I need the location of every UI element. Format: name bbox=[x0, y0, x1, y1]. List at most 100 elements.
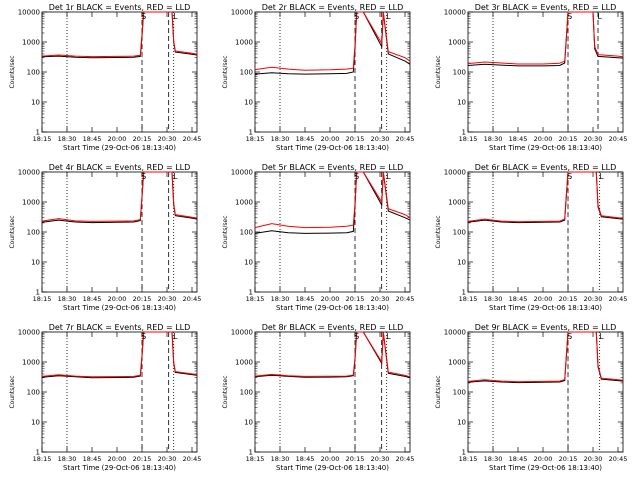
marker-s: S bbox=[567, 172, 572, 181]
y-tick-label: 1000 bbox=[235, 199, 253, 207]
y-tick-label: 1 bbox=[462, 289, 466, 297]
y-tick-label: 10 bbox=[457, 259, 466, 267]
x-tick-label: 18:30 bbox=[484, 455, 503, 463]
x-tick-label: 18:30 bbox=[271, 135, 290, 143]
x-tick-label: 18:15 bbox=[33, 135, 52, 143]
panel-title: Det 3r BLACK = Events, RED = LLD bbox=[475, 3, 617, 12]
x-axis-label: Start Time (29-Oct-06 18:13:40) bbox=[276, 464, 389, 472]
series-lld bbox=[467, 331, 624, 383]
x-tick-label: 18:45 bbox=[296, 295, 315, 303]
x-tick-label: 20:00 bbox=[108, 135, 127, 143]
x-tick-label: 20:45 bbox=[396, 295, 415, 303]
marker-l: L bbox=[173, 12, 178, 21]
y-tick-label: 1 bbox=[462, 129, 466, 137]
panel-title: Det 5r BLACK = Events, RED = LLD bbox=[262, 163, 404, 172]
y-tick-label: 1000 bbox=[235, 39, 253, 47]
marker-l: L bbox=[173, 332, 178, 341]
x-tick-label: 18:45 bbox=[509, 455, 528, 463]
y-tick-label: 10 bbox=[457, 99, 466, 107]
x-tick-label: 20:30 bbox=[584, 295, 603, 303]
marker-l: L bbox=[386, 332, 391, 341]
panel-det-2: Det 2r BLACK = Events, RED = LLD 1 10 100 10… bbox=[222, 3, 414, 152]
x-tick-label: 20:30 bbox=[158, 135, 177, 143]
marker-l: L bbox=[597, 12, 602, 21]
marker-l: L bbox=[386, 172, 391, 181]
y-tick-label: 1000 bbox=[448, 199, 466, 207]
x-tick-label: 18:30 bbox=[58, 455, 77, 463]
x-tick-label: 18:15 bbox=[459, 135, 478, 143]
panel-title: Det 8r BLACK = Events, RED = LLD bbox=[262, 323, 404, 332]
y-tick-label: 1 bbox=[36, 449, 40, 457]
y-tick-label: 1000 bbox=[235, 359, 253, 367]
panel-det-6: Det 6r BLACK = Events, RED = LLD 1 10 100 10… bbox=[435, 163, 627, 312]
x-tick-label: 20:15 bbox=[346, 295, 365, 303]
y-axis-label: Counts/sec bbox=[9, 55, 16, 88]
x-tick-label: 18:45 bbox=[83, 295, 102, 303]
marker-s: S bbox=[141, 12, 146, 21]
x-tick-label: 18:15 bbox=[246, 295, 265, 303]
x-axis-label: Start Time (29-Oct-06 18:13:40) bbox=[276, 144, 389, 152]
x-axis-label: Start Time (29-Oct-06 18:13:40) bbox=[63, 304, 176, 312]
x-tick-label: 20:45 bbox=[609, 295, 628, 303]
y-tick-label: 1 bbox=[249, 289, 253, 297]
x-tick-label: 20:45 bbox=[183, 135, 202, 143]
y-tick-label: 1000 bbox=[448, 39, 466, 47]
y-axis-label: Counts/sec bbox=[435, 55, 442, 88]
y-tick-label: 100 bbox=[27, 389, 40, 397]
x-tick-label: 18:30 bbox=[58, 295, 77, 303]
y-tick-label: 1000 bbox=[22, 359, 40, 367]
y-tick-label: 100 bbox=[240, 389, 253, 397]
y-tick-label: 10000 bbox=[18, 9, 40, 17]
y-tick-label: 10000 bbox=[444, 329, 466, 337]
x-tick-label: 20:00 bbox=[534, 135, 553, 143]
panel-title: Det 6r BLACK = Events, RED = LLD bbox=[475, 163, 617, 172]
marker-s: S bbox=[354, 12, 359, 21]
y-tick-label: 1 bbox=[462, 449, 466, 457]
x-tick-label: 20:15 bbox=[559, 295, 578, 303]
x-tick-label: 20:00 bbox=[108, 455, 127, 463]
x-tick-label: 20:30 bbox=[371, 295, 390, 303]
marker-s: S bbox=[354, 172, 359, 181]
y-tick-label: 1 bbox=[249, 129, 253, 137]
plot-frame bbox=[467, 11, 624, 133]
x-tick-label: 20:45 bbox=[609, 135, 628, 143]
y-tick-label: 10 bbox=[31, 419, 40, 427]
y-axis-label: Counts/sec bbox=[222, 215, 229, 248]
panel-det-4: Det 4r BLACK = Events, RED = LLD 1 10 100 10… bbox=[9, 163, 201, 312]
panel-det-1: Det 1r BLACK = Events, RED = LLD 1 10 100 10… bbox=[9, 3, 201, 152]
y-tick-label: 1 bbox=[249, 449, 253, 457]
x-tick-label: 20:00 bbox=[534, 455, 553, 463]
x-tick-label: 20:45 bbox=[183, 455, 202, 463]
x-axis-label: Start Time (29-Oct-06 18:13:40) bbox=[276, 304, 389, 312]
x-tick-label: 20:00 bbox=[321, 135, 340, 143]
x-tick-label: 20:15 bbox=[133, 295, 152, 303]
x-tick-label: 20:45 bbox=[396, 135, 415, 143]
x-tick-label: 20:30 bbox=[584, 135, 603, 143]
series-lld bbox=[467, 171, 624, 223]
x-tick-label: 18:45 bbox=[509, 295, 528, 303]
y-tick-label: 10000 bbox=[231, 329, 253, 337]
x-axis-label: Start Time (29-Oct-06 18:13:40) bbox=[63, 144, 176, 152]
marker-l: L bbox=[173, 172, 178, 181]
y-tick-label: 100 bbox=[453, 389, 466, 397]
y-axis-label: Counts/sec bbox=[9, 375, 16, 408]
y-tick-label: 1 bbox=[36, 289, 40, 297]
panel-det-5: Det 5r BLACK = Events, RED = LLD 1 10 100 10… bbox=[222, 163, 414, 312]
x-tick-label: 20:00 bbox=[534, 295, 553, 303]
x-tick-label: 20:00 bbox=[108, 295, 127, 303]
x-tick-label: 20:30 bbox=[584, 455, 603, 463]
x-tick-label: 18:15 bbox=[33, 295, 52, 303]
y-tick-label: 10000 bbox=[18, 169, 40, 177]
x-tick-label: 20:45 bbox=[396, 455, 415, 463]
y-tick-label: 1 bbox=[36, 129, 40, 137]
x-axis-label: Start Time (29-Oct-06 18:13:40) bbox=[489, 144, 602, 152]
x-tick-label: 20:15 bbox=[559, 135, 578, 143]
y-axis-label: Counts/sec bbox=[435, 215, 442, 248]
y-tick-label: 100 bbox=[453, 229, 466, 237]
x-axis-label: Start Time (29-Oct-06 18:13:40) bbox=[63, 464, 176, 472]
series-lld bbox=[41, 331, 198, 378]
x-axis-label: Start Time (29-Oct-06 18:13:40) bbox=[489, 304, 602, 312]
y-axis-label: Counts/sec bbox=[9, 215, 16, 248]
y-tick-label: 100 bbox=[240, 69, 253, 77]
